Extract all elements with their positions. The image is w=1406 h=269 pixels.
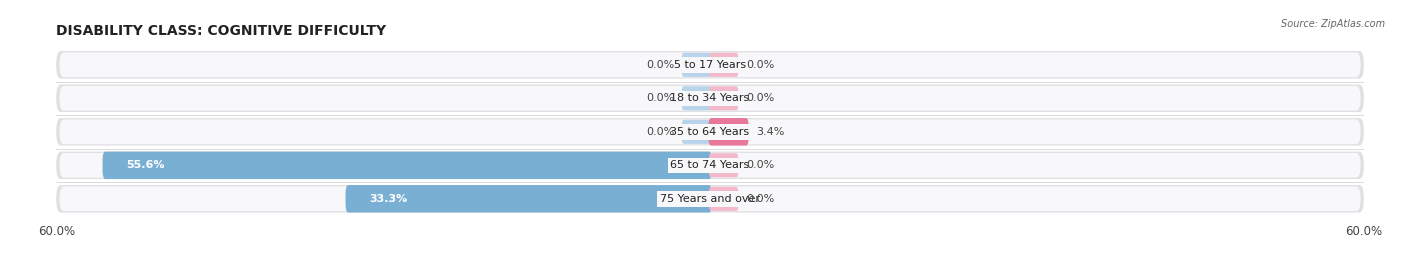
- FancyBboxPatch shape: [56, 185, 1364, 213]
- Text: 33.3%: 33.3%: [368, 194, 408, 204]
- Text: 0.0%: 0.0%: [747, 93, 775, 103]
- FancyBboxPatch shape: [709, 118, 749, 146]
- Text: 0.0%: 0.0%: [747, 60, 775, 70]
- FancyBboxPatch shape: [682, 86, 711, 110]
- FancyBboxPatch shape: [103, 151, 711, 179]
- Text: 18 to 34 Years: 18 to 34 Years: [671, 93, 749, 103]
- FancyBboxPatch shape: [346, 185, 711, 213]
- Text: 35 to 64 Years: 35 to 64 Years: [671, 127, 749, 137]
- FancyBboxPatch shape: [682, 53, 711, 77]
- FancyBboxPatch shape: [56, 51, 1364, 79]
- FancyBboxPatch shape: [59, 52, 1361, 77]
- Text: 0.0%: 0.0%: [747, 160, 775, 170]
- FancyBboxPatch shape: [709, 53, 738, 77]
- Text: 0.0%: 0.0%: [645, 60, 673, 70]
- FancyBboxPatch shape: [709, 187, 738, 211]
- Text: 0.0%: 0.0%: [645, 127, 673, 137]
- FancyBboxPatch shape: [682, 120, 711, 144]
- FancyBboxPatch shape: [59, 86, 1361, 111]
- Text: DISABILITY CLASS: COGNITIVE DIFFICULTY: DISABILITY CLASS: COGNITIVE DIFFICULTY: [56, 24, 387, 38]
- FancyBboxPatch shape: [709, 86, 738, 110]
- Text: 5 to 17 Years: 5 to 17 Years: [673, 60, 747, 70]
- FancyBboxPatch shape: [56, 118, 1364, 146]
- Text: Source: ZipAtlas.com: Source: ZipAtlas.com: [1281, 19, 1385, 29]
- FancyBboxPatch shape: [709, 153, 738, 177]
- FancyBboxPatch shape: [59, 119, 1361, 144]
- Text: 0.0%: 0.0%: [747, 194, 775, 204]
- Text: 65 to 74 Years: 65 to 74 Years: [671, 160, 749, 170]
- Text: 55.6%: 55.6%: [127, 160, 165, 170]
- FancyBboxPatch shape: [56, 84, 1364, 112]
- Text: 75 Years and over: 75 Years and over: [659, 194, 761, 204]
- FancyBboxPatch shape: [59, 186, 1361, 211]
- FancyBboxPatch shape: [56, 151, 1364, 179]
- FancyBboxPatch shape: [59, 153, 1361, 178]
- Text: 3.4%: 3.4%: [756, 127, 785, 137]
- Text: 0.0%: 0.0%: [645, 93, 673, 103]
